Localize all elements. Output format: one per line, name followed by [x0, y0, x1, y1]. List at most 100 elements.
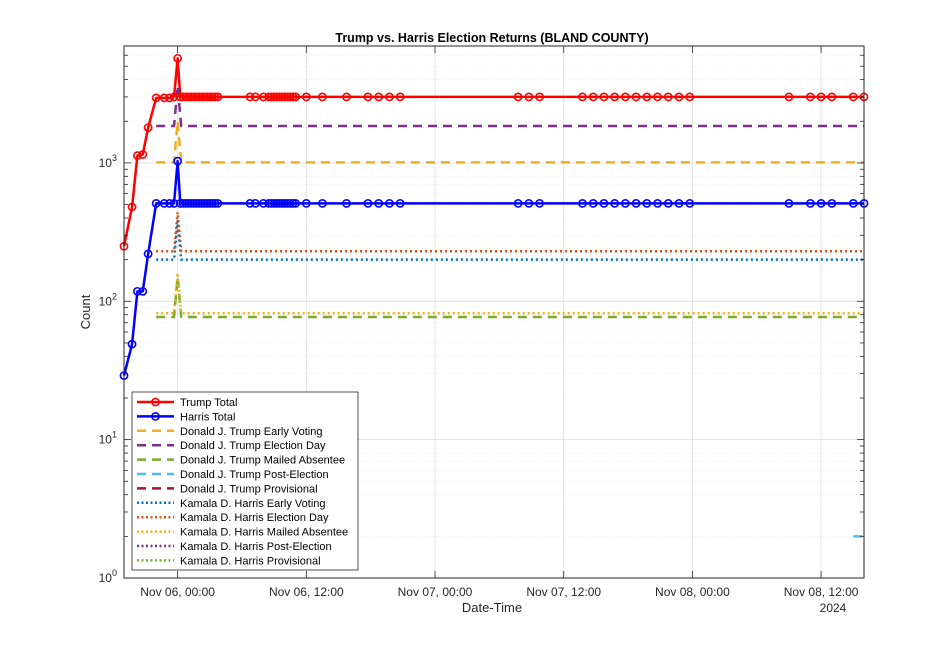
data-point	[642, 198, 652, 208]
data-point	[127, 202, 137, 212]
data-point	[663, 92, 673, 102]
data-point	[272, 198, 282, 208]
data-point	[513, 198, 523, 208]
data-point	[143, 123, 153, 133]
data-point	[805, 198, 815, 208]
data-point	[610, 198, 620, 208]
data-point	[197, 92, 207, 102]
data-point	[385, 92, 394, 102]
data-point	[301, 92, 311, 102]
y-tick-exponent: 2	[112, 291, 117, 301]
data-point	[213, 92, 223, 102]
data-point	[269, 198, 279, 208]
data-point	[264, 198, 274, 208]
data-point	[535, 198, 544, 208]
data-point	[202, 198, 212, 208]
legend-label: Donald J. Trump Mailed Absentee	[180, 455, 345, 467]
data-point	[816, 92, 826, 102]
data-point	[663, 198, 673, 208]
data-point	[285, 198, 295, 208]
data-point	[374, 198, 384, 208]
data-point	[631, 198, 641, 208]
legend-label: Donald J. Trump Post-Election	[180, 469, 329, 481]
data-point	[620, 92, 630, 102]
data-point	[183, 198, 193, 208]
data-point	[642, 92, 652, 102]
data-point	[784, 198, 794, 208]
data-point	[827, 92, 837, 102]
data-point	[805, 92, 815, 102]
y-axis-label: Count	[78, 294, 93, 329]
data-point	[272, 92, 282, 102]
data-point	[210, 92, 220, 102]
data-point	[210, 198, 220, 208]
data-point	[578, 92, 587, 102]
data-point	[610, 92, 620, 102]
data-point	[194, 198, 204, 208]
data-point	[208, 198, 217, 208]
data-point	[685, 92, 695, 102]
x-axis-label: Date-Time	[462, 600, 522, 615]
legend-label: Harris Total	[180, 411, 235, 423]
data-point	[599, 92, 609, 102]
data-point	[173, 53, 183, 63]
legend-label: Trump Total	[180, 397, 237, 409]
data-point	[178, 92, 188, 102]
data-point	[151, 93, 161, 103]
data-point	[205, 92, 215, 102]
data-point	[169, 198, 179, 208]
x-year-label: 2024	[820, 601, 847, 615]
data-point	[291, 198, 300, 208]
data-point	[194, 92, 204, 102]
data-point	[848, 92, 858, 102]
data-point	[138, 150, 148, 159]
data-point	[165, 198, 174, 208]
data-point	[127, 339, 137, 349]
data-point	[178, 198, 188, 208]
data-point	[133, 151, 142, 160]
data-point	[186, 198, 196, 208]
series-line-8	[156, 211, 864, 253]
data-point	[653, 198, 662, 208]
ticks-layer	[124, 45, 864, 579]
data-point	[653, 92, 662, 102]
data-point	[151, 198, 161, 208]
data-point	[186, 92, 196, 102]
data-point	[363, 92, 373, 102]
data-point	[275, 92, 284, 102]
data-point	[269, 92, 279, 102]
legend-box	[131, 391, 359, 571]
data-point	[385, 198, 394, 208]
legend-label: Kamala D. Harris Provisional	[180, 555, 321, 567]
data-point	[259, 92, 268, 102]
data-point	[202, 92, 212, 102]
data-point	[175, 92, 185, 102]
data-point	[342, 198, 351, 208]
data-point	[374, 92, 384, 102]
data-point	[395, 198, 405, 208]
data-point	[395, 92, 405, 102]
x-tick-label: Nov 06, 12:00	[269, 585, 344, 599]
data-point	[342, 92, 351, 102]
legend-marker	[151, 411, 160, 421]
data-point	[165, 93, 174, 103]
data-point	[685, 198, 695, 208]
data-point	[159, 93, 169, 103]
data-point	[291, 92, 300, 102]
data-point	[674, 198, 684, 208]
data-point	[513, 92, 523, 102]
legend-label: Kamala D. Harris Post-Election	[180, 541, 332, 553]
legend-label: Donald J. Trump Election Day	[180, 440, 326, 452]
data-point	[283, 92, 292, 102]
data-point	[245, 92, 255, 102]
legend-label: Kamala D. Harris Mailed Absentee	[180, 527, 348, 539]
data-point	[588, 198, 598, 208]
data-point	[191, 92, 201, 102]
data-point	[205, 198, 215, 208]
data-point	[264, 92, 274, 102]
data-point	[620, 198, 630, 208]
y-tick-exponent: 1	[112, 430, 117, 440]
legend-label: Donald J. Trump Early Voting	[180, 426, 322, 438]
data-point	[275, 198, 284, 208]
